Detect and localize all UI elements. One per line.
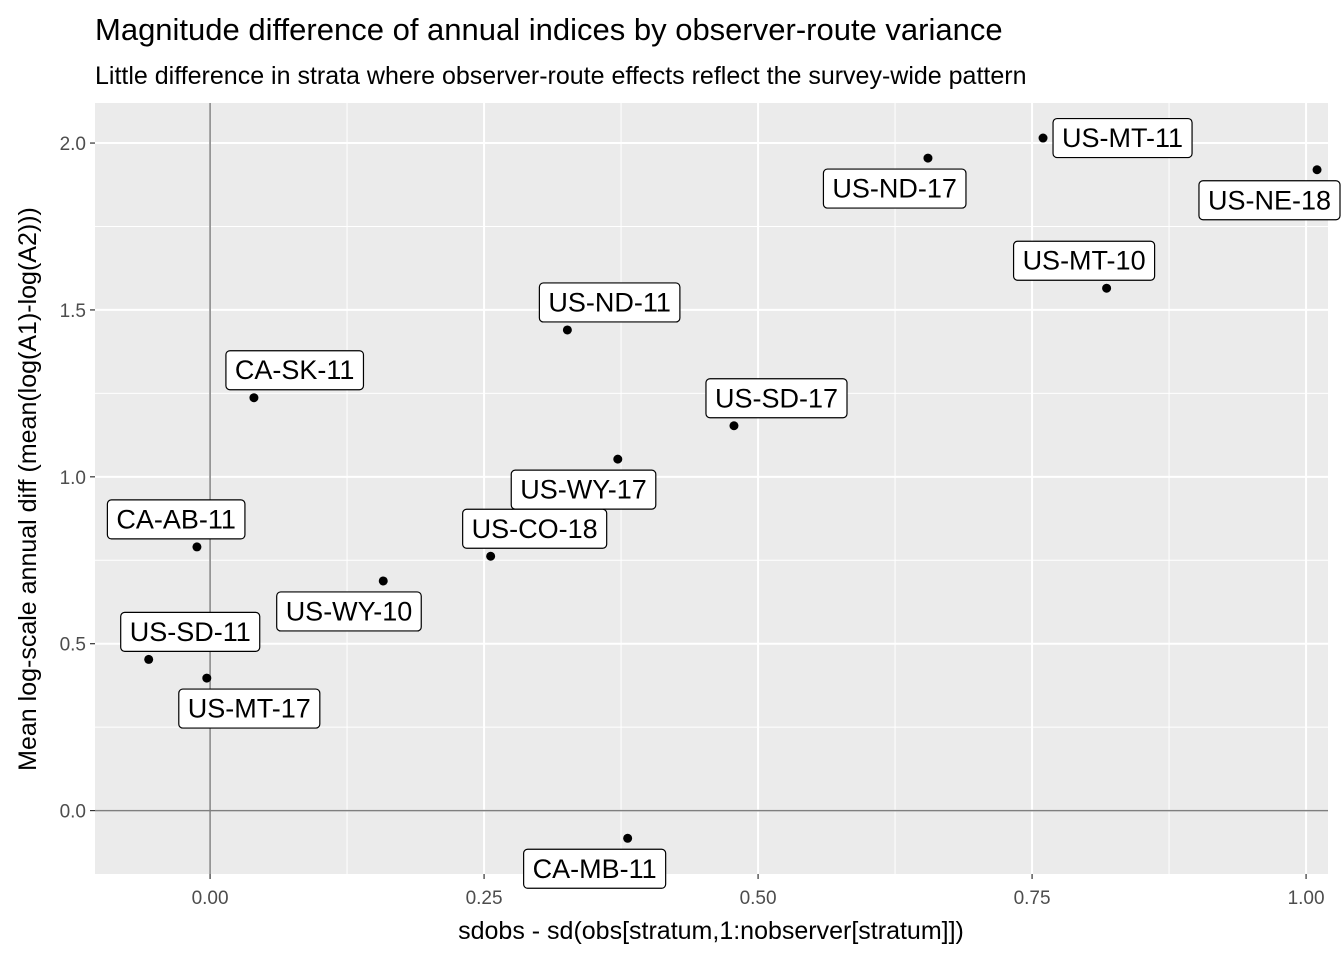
y-axis-ticks: 0.0 0.5 1.0 1.5 2.0 [60,134,95,823]
label-us-co-18: US-CO-18 [462,508,608,549]
point-us-wy-17 [613,454,623,464]
x-tick-label: 0.25 [466,888,503,909]
label-box [276,591,422,632]
x-tick-label: 0.00 [192,888,229,909]
chart-subtitle: Little difference in strata where observ… [95,62,1026,90]
point-label-text: US-NE-18 [1208,185,1331,215]
point-us-mt-11 [1038,133,1048,143]
reference-lines [95,103,1328,874]
point-us-wy-10 [378,576,388,586]
point-us-nd-11 [562,325,572,335]
label-box [523,848,667,889]
label-us-mt-17: US-MT-17 [178,688,321,729]
y-tick-label: 0.0 [60,802,86,823]
label-us-sd-17: US-SD-17 [705,378,848,419]
point-label-text: US-MT-11 [1062,123,1183,153]
plot-panel [95,103,1328,874]
point-label-text: US-ND-17 [832,174,957,204]
point-us-co-18 [486,551,496,561]
point-label-text: CA-MB-11 [533,854,657,884]
chart-title: Magnitude difference of annual indices b… [95,12,1003,47]
point-label-text: US-MT-10 [1023,246,1146,276]
label-ca-ab-11: CA-AB-11 [106,499,246,540]
point-us-mt-17 [202,673,212,683]
y-tick-label: 2.0 [60,134,86,155]
point-label-text: US-ND-11 [548,287,671,317]
x-axis-title: sdobs - sd(obs[stratum,1:nobserver[strat… [458,917,964,945]
label-box [822,168,967,209]
label-us-nd-11: US-ND-11 [538,282,681,323]
label-box [1012,240,1156,281]
point-label-text: CA-SK-11 [235,355,355,385]
point-us-sd-17 [729,421,739,431]
label-us-mt-10: US-MT-10 [1012,240,1156,281]
label-us-sd-11: US-SD-11 [120,611,261,652]
label-box [178,688,321,729]
x-axis-ticks: 0.00 0.25 0.50 0.75 1.00 [192,874,1325,909]
point-label-text: US-MT-17 [188,694,311,724]
label-box [538,282,681,323]
x-tick-label: 0.75 [1014,888,1051,909]
label-box [106,499,246,540]
point-label-text: US-WY-17 [520,475,647,505]
point-labels: US-MT-11 US-ND-17 US-NE-18 US-MT-10 US-ND-11… [106,117,1341,889]
point-us-ne-18 [1312,165,1322,175]
point-us-mt-10 [1102,283,1112,293]
label-box [705,378,848,419]
point-us-nd-17 [923,153,933,163]
point-label-text: CA-AB-11 [116,504,236,534]
point-ca-ab-11 [192,542,202,552]
label-us-wy-17: US-WY-17 [510,469,657,510]
label-ca-sk-11: CA-SK-11 [225,350,365,391]
point-label-text: US-SD-17 [715,383,838,413]
y-axis-title: Mean log-scale annual diff (mean(log(A1)… [14,207,42,771]
x-tick-label: 1.00 [1288,888,1325,909]
y-tick-label: 1.5 [60,301,86,322]
point-us-sd-11 [144,654,154,664]
point-label-text: US-WY-10 [286,596,413,626]
point-ca-mb-11 [623,833,633,843]
point-label-text: US-SD-11 [130,617,251,647]
label-ca-mb-11: CA-MB-11 [523,848,667,889]
y-tick-label: 1.0 [60,468,86,489]
label-box [1052,117,1193,159]
label-box [225,350,365,391]
label-box [462,508,608,549]
y-tick-label: 0.5 [60,635,86,656]
label-us-nd-17: US-ND-17 [822,168,967,209]
x-tick-label: 0.50 [740,888,777,909]
data-points [144,133,1322,843]
label-box [120,611,261,652]
label-us-ne-18: US-NE-18 [1198,180,1341,221]
label-box [1198,180,1341,221]
label-us-mt-11: US-MT-11 [1052,117,1193,159]
label-us-wy-10: US-WY-10 [276,591,422,632]
point-ca-sk-11 [249,393,259,403]
point-label-text: US-CO-18 [472,514,598,544]
